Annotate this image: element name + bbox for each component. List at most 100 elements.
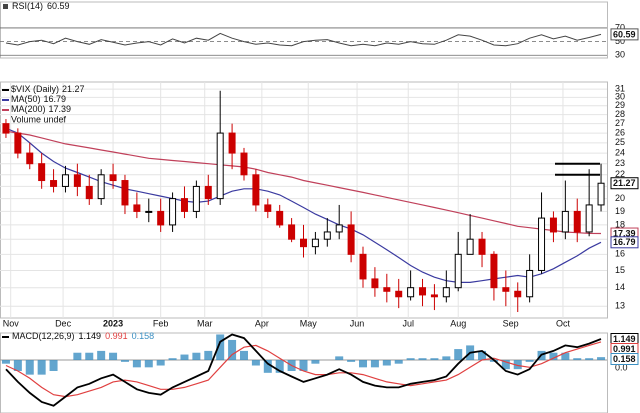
y-tick-label: 50	[615, 36, 625, 46]
candle-body	[442, 287, 450, 298]
histogram-bar	[251, 360, 260, 366]
candle-body	[597, 182, 605, 206]
value-box-label: 0.158	[613, 354, 636, 364]
candle-body	[538, 217, 546, 271]
histogram-bar	[430, 358, 439, 361]
candle-body	[395, 290, 403, 298]
histogram-bar	[299, 360, 308, 371]
histogram-bar	[1, 360, 10, 364]
panel-title: RSI(14) 60.59	[12, 1, 70, 11]
histogram-bar	[370, 360, 379, 368]
candle-body	[430, 294, 438, 298]
legend-value: 21.27	[62, 84, 85, 94]
y-tick-label: 14	[615, 282, 625, 292]
legend-marker	[3, 4, 8, 9]
title-text: RSI(14)	[12, 1, 43, 11]
value-box	[610, 177, 639, 190]
panel-frame	[0, 332, 608, 413]
candle-body	[466, 238, 474, 255]
histogram-bar	[382, 360, 391, 366]
legend-value: 17.39	[49, 104, 72, 114]
candle-body	[133, 204, 141, 212]
candle-body	[157, 210, 165, 226]
histogram-bar	[132, 360, 141, 368]
y-tick-label: 24	[615, 147, 625, 157]
candle-body	[38, 163, 46, 182]
histogram-bar	[180, 354, 189, 361]
histogram-bar	[97, 350, 106, 361]
y-tick-label: 13	[615, 301, 625, 311]
candle-body	[407, 287, 415, 298]
candle-body	[192, 185, 200, 212]
histogram-bar	[204, 350, 213, 361]
value-box-label: 60.59	[613, 29, 636, 39]
candle-body	[311, 238, 319, 248]
candle-body	[549, 217, 557, 233]
candle-body	[561, 210, 569, 233]
x-tick-label: Mar	[197, 318, 213, 328]
histogram-bar	[525, 360, 534, 362]
x-tick-label: Apr	[255, 318, 269, 328]
candle-body	[109, 174, 117, 182]
candle-body	[180, 198, 188, 212]
legend-value: 16.79	[44, 94, 67, 104]
y-tick-label: 16	[615, 249, 625, 259]
candle-body	[454, 253, 462, 289]
title-value: 60.59	[47, 1, 70, 11]
candle-body	[288, 224, 296, 240]
histogram-bar	[228, 339, 237, 361]
candle-body	[26, 152, 34, 165]
value-box	[610, 236, 639, 249]
histogram-bar	[501, 360, 510, 370]
title-value: 0.158	[132, 331, 155, 341]
candle-body	[2, 123, 10, 134]
histogram-bar	[418, 358, 427, 361]
histogram-bar	[85, 352, 94, 361]
histogram-bar	[192, 352, 201, 361]
y-tick-label: 31	[615, 84, 625, 94]
value-box-label: 17.39	[613, 228, 636, 238]
candle-body	[50, 180, 58, 187]
legend-name: $VIX (Daily)	[11, 84, 59, 94]
legend-label: $VIX (Daily) 21.27	[11, 84, 85, 94]
legend-label: Volume undef	[11, 114, 67, 124]
y-tick-label: 20	[615, 193, 625, 203]
histogram-bar	[478, 350, 487, 361]
x-tick-label: Jul	[402, 318, 414, 328]
y-tick-label: 27	[615, 118, 625, 128]
candle-body	[383, 287, 391, 292]
histogram-bar	[73, 352, 82, 361]
value-box-label: 1.149	[613, 334, 636, 344]
x-tick-label: Jun	[350, 318, 365, 328]
candle-body	[228, 132, 236, 154]
y-tick-label: 25	[615, 137, 625, 147]
histogram-bar	[216, 334, 225, 361]
candle-body	[73, 174, 81, 187]
x-tick-label: Aug	[450, 318, 466, 328]
histogram-bar	[13, 360, 22, 371]
histogram-bar	[311, 360, 320, 364]
histogram-bar	[239, 350, 248, 361]
candle-body	[585, 204, 593, 233]
candle-body	[276, 210, 284, 226]
panel-title: MACD(12,26,9) 1.149 0.991 0.158	[12, 331, 154, 341]
candle-body	[240, 152, 248, 176]
y-tick-label: 22	[615, 169, 625, 179]
y-tick-label: 30	[615, 92, 625, 102]
y-tick-label: 0.0	[615, 362, 628, 372]
histogram-bar	[168, 358, 177, 361]
histogram-bar	[561, 352, 570, 361]
histogram-bar	[25, 360, 34, 375]
candle-body	[14, 132, 22, 154]
x-tick-label: Feb	[153, 318, 169, 328]
candle-body	[359, 253, 367, 280]
histogram-bar	[335, 356, 344, 361]
histogram-bar	[156, 360, 165, 366]
x-tick-label: Dec	[55, 318, 72, 328]
x-tick-label: Sep	[503, 318, 519, 328]
candle-body	[419, 287, 427, 296]
value-box-label: 16.79	[613, 237, 636, 247]
candle-body	[264, 204, 272, 212]
histogram-bar	[263, 360, 272, 373]
candle-body	[573, 210, 581, 233]
